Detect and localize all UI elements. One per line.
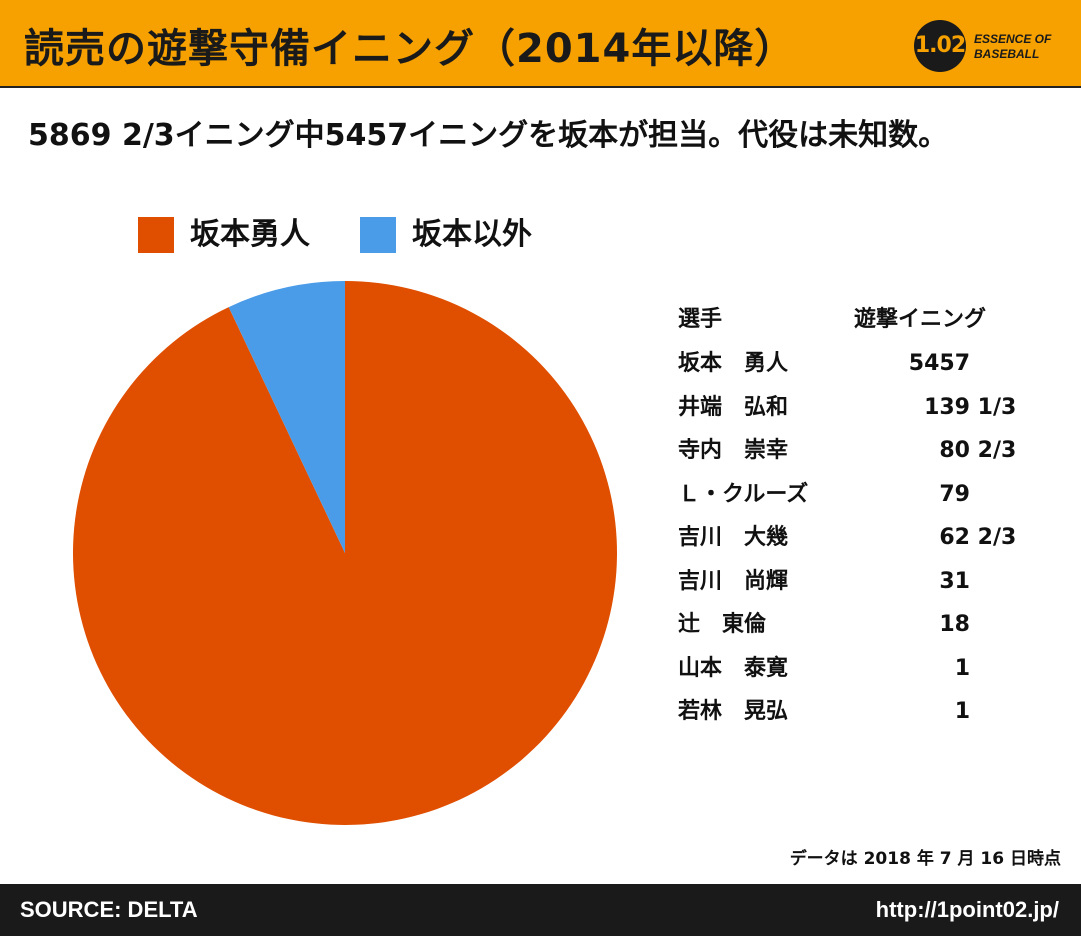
legend-swatch-sakamoto xyxy=(138,217,174,253)
table-row: 寺内 崇幸 80 2/3 xyxy=(678,431,1038,471)
logo-text-line1: ESSENCE OF xyxy=(974,32,1052,46)
table-row: 若林 晃弘 1 xyxy=(678,692,1038,732)
player-name: 坂本 勇人 xyxy=(678,351,789,376)
table-row: 吉川 大幾 62 2/3 xyxy=(678,518,1038,558)
player-name: 吉川 尚輝 xyxy=(678,568,789,594)
table-header-row: 選手 遊撃イニング xyxy=(678,300,1038,340)
player-innings: 80 2/3 xyxy=(939,438,1017,463)
player-innings: 5457 xyxy=(908,351,970,376)
logo-text-line2: BASEBALL xyxy=(974,47,1040,61)
player-innings: 18 xyxy=(939,612,970,637)
pie-slice-others xyxy=(228,281,345,553)
player-innings: 62 2/3 xyxy=(939,525,1017,550)
player-innings: 1 xyxy=(954,655,970,681)
chart-subtitle: 5869 2/3イニング中5457イニングを坂本が担当。代役は未知数。 xyxy=(28,118,949,153)
table-header-name: 選手 xyxy=(678,307,723,332)
logo-mark: 1.02 xyxy=(914,20,966,72)
legend-label-others: 坂本以外 xyxy=(412,217,532,252)
player-innings: 31 xyxy=(939,568,970,594)
header-bar: 読売の遊撃守備イニング（2014年以降） 1.02 ESSENCE OF BAS… xyxy=(0,0,1081,88)
player-name: 寺内 崇幸 xyxy=(678,438,789,463)
player-name: 井端 弘和 xyxy=(678,394,789,420)
data-date-note: データは 2018 年 7 月 16 日時点 xyxy=(789,849,1061,869)
page-title: 読売の遊撃守備イニング（2014年以降） xyxy=(24,26,796,72)
player-innings: 1 xyxy=(954,699,970,724)
table-row: 山本 泰寛 1 xyxy=(678,649,1038,689)
player-innings: 139 1/3 xyxy=(924,394,1017,420)
legend-swatch-others xyxy=(360,217,396,253)
player-name: 辻 東倫 xyxy=(678,612,767,637)
table-row: 井端 弘和 139 1/3 xyxy=(678,388,1038,428)
table-header-value: 遊撃イニング xyxy=(854,307,987,332)
footer-bar: SOURCE: DELTA http://1point02.jp/ xyxy=(0,884,1081,936)
player-innings: 79 xyxy=(939,481,970,507)
source-label: SOURCE: DELTA xyxy=(20,897,198,922)
player-name: 若林 晃弘 xyxy=(678,699,789,724)
table-row: 辻 東倫 18 xyxy=(678,605,1038,645)
legend-label-sakamoto: 坂本勇人 xyxy=(190,217,310,252)
table-row: 吉川 尚輝 31 xyxy=(678,562,1038,602)
site-url-link[interactable]: http://1point02.jp/ xyxy=(875,897,1059,922)
player-name: 山本 泰寛 xyxy=(678,655,789,681)
table-row: 坂本 勇人 5457 xyxy=(678,344,1038,384)
table-row: Ｌ・クルーズ 79 xyxy=(678,475,1038,515)
player-name: Ｌ・クルーズ xyxy=(678,481,809,507)
player-name: 吉川 大幾 xyxy=(678,525,789,550)
site-logo: 1.02 ESSENCE OF BASEBALL xyxy=(914,16,1064,76)
pie-chart xyxy=(72,281,617,825)
